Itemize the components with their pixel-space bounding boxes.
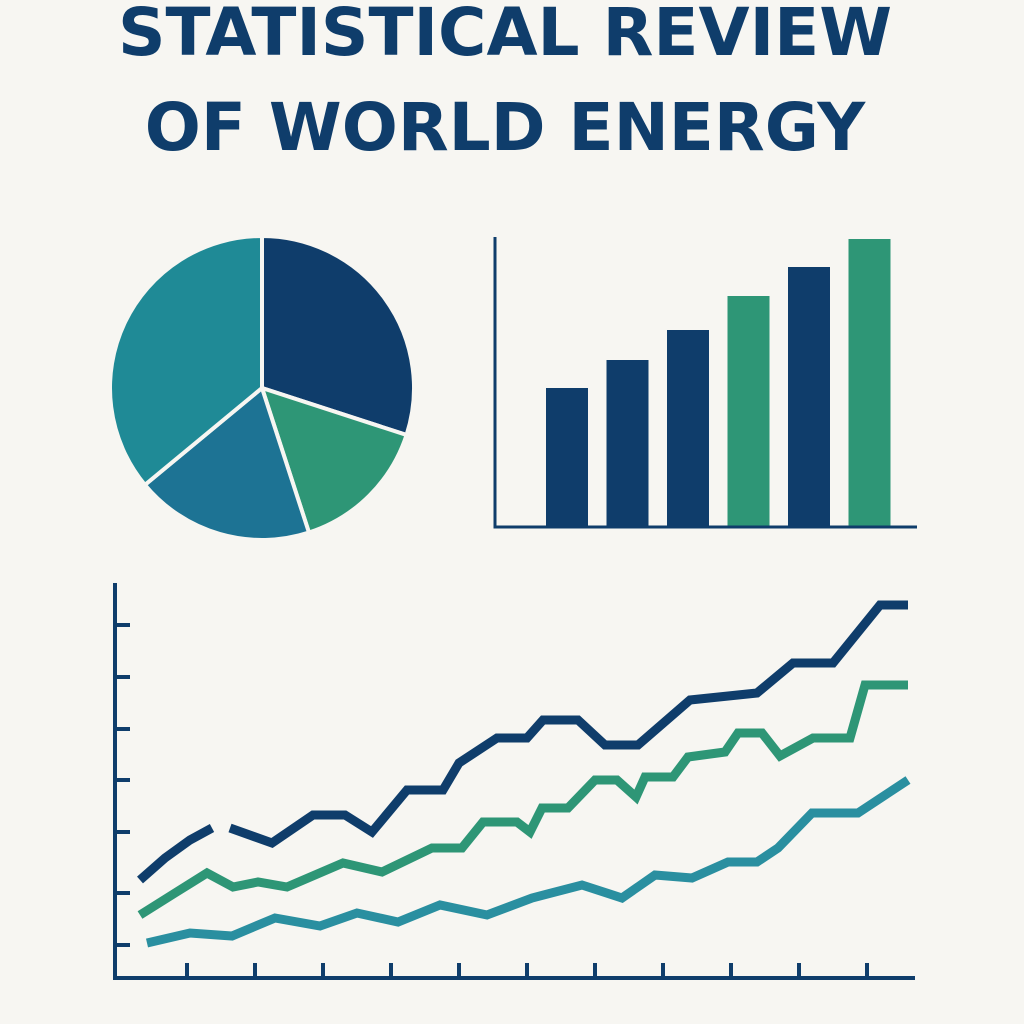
- pie-slice: [260, 233, 416, 438]
- bar: [667, 330, 709, 527]
- title-line: STATISTICAL REVIEW: [118, 0, 892, 71]
- bar: [606, 360, 649, 527]
- pie-slice: [108, 233, 264, 488]
- bar: [788, 267, 830, 527]
- bar: [848, 239, 891, 527]
- bar: [546, 388, 588, 527]
- pie-slice: [142, 384, 312, 542]
- line: [145, 776, 911, 948]
- title-line: OF WORLD ENERGY: [145, 89, 867, 166]
- bar: [727, 296, 770, 527]
- axis: [113, 583, 915, 980]
- line: [137, 600, 908, 884]
- axis: [493, 237, 917, 529]
- line: [137, 680, 908, 919]
